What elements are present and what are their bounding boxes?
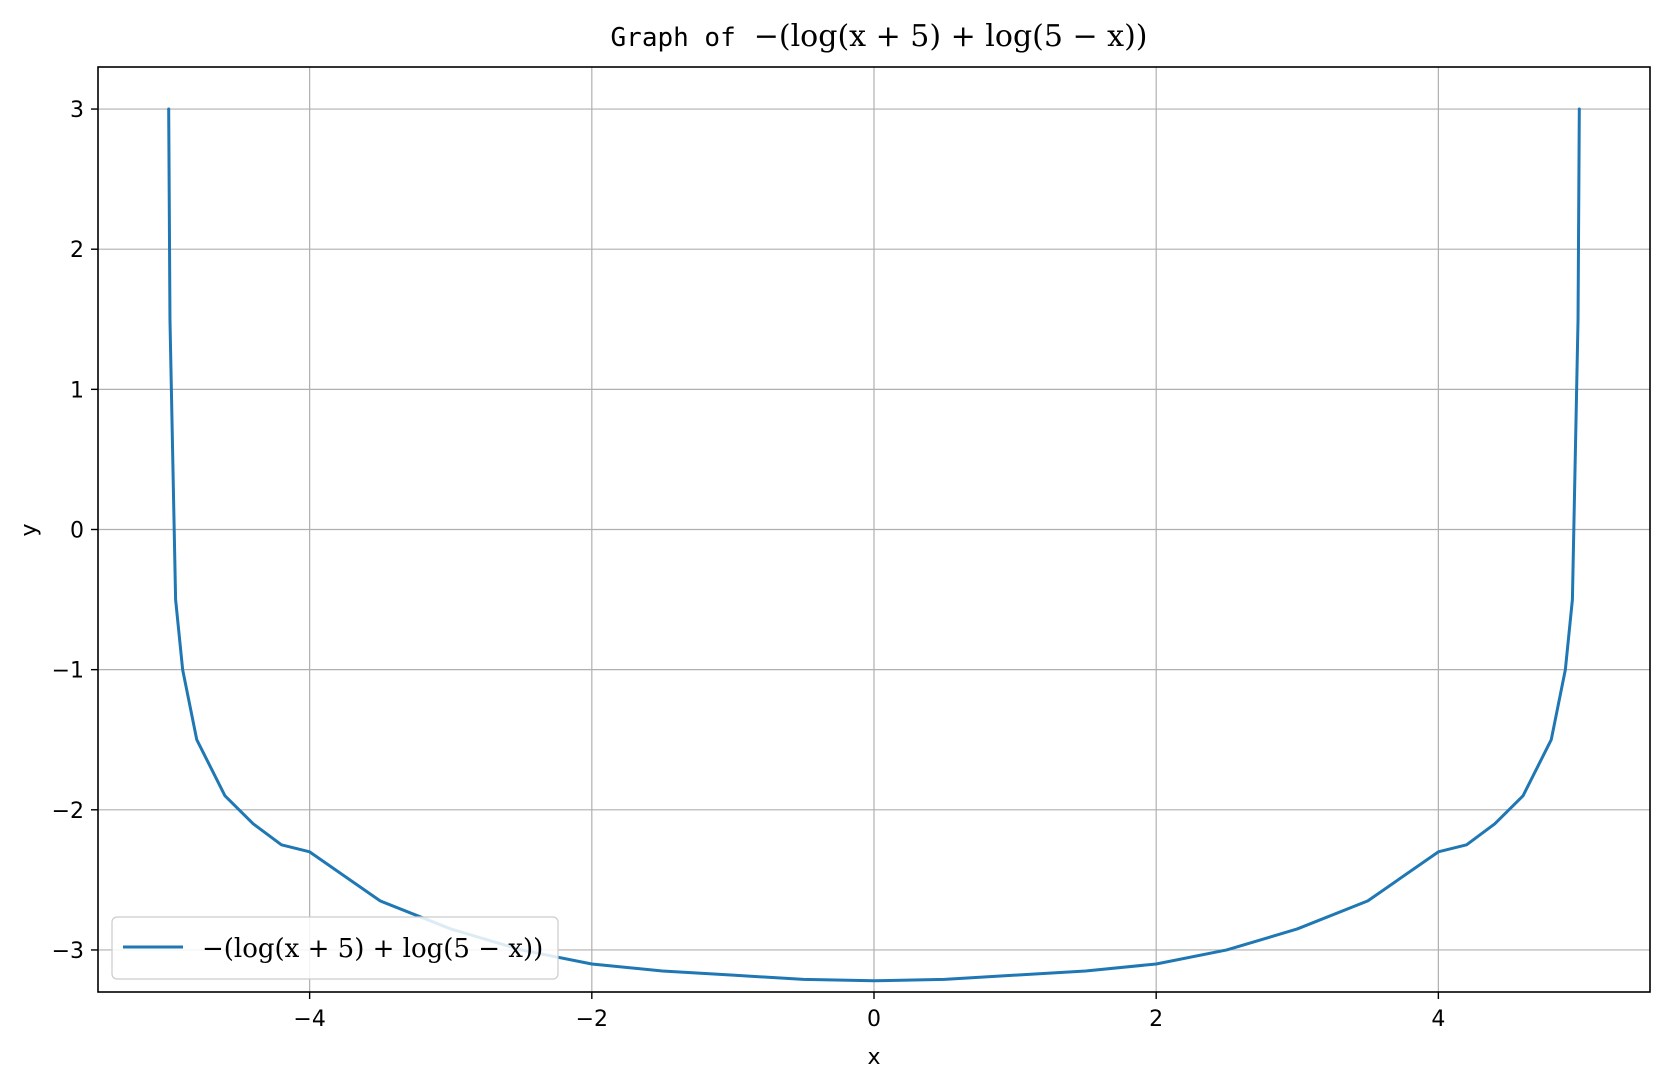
x-tick-label: −2 xyxy=(576,1007,608,1032)
legend: −(log(x + 5) + log(5 − x)) xyxy=(111,916,559,980)
y-axis-label: y xyxy=(17,523,42,536)
y-axis-ticks: −3 −2 −1 0 1 2 3 xyxy=(52,98,98,964)
y-tick-label: −2 xyxy=(52,799,84,824)
series-lines xyxy=(167,107,1581,983)
x-tick-label: −4 xyxy=(293,1007,325,1032)
legend-box xyxy=(111,916,559,980)
legend-label: −(log(x + 5) + log(5 − x)) xyxy=(202,934,543,964)
y-tick-label: 2 xyxy=(70,238,84,263)
x-tick-label: 0 xyxy=(867,1007,881,1032)
x-axis-label: x xyxy=(867,1045,880,1070)
y-tick-label: 0 xyxy=(70,519,84,544)
x-tick-label: 2 xyxy=(1149,1007,1163,1032)
series-line xyxy=(167,107,1581,983)
y-tick-label: 1 xyxy=(70,378,84,403)
chart-title: Graph of −(log(x + 5) + log(5 − x)) xyxy=(611,19,1148,54)
y-tick-label: −1 xyxy=(52,659,84,684)
chart-title-formula: −(log(x + 5) + log(5 − x)) xyxy=(754,19,1148,54)
x-tick-label: 4 xyxy=(1431,1007,1445,1032)
x-axis-ticks: −4 −2 0 2 4 xyxy=(293,992,1445,1032)
chart-title-prefix: Graph of xyxy=(611,23,736,53)
y-tick-label: 3 xyxy=(70,98,84,123)
y-tick-label: −3 xyxy=(52,939,84,964)
